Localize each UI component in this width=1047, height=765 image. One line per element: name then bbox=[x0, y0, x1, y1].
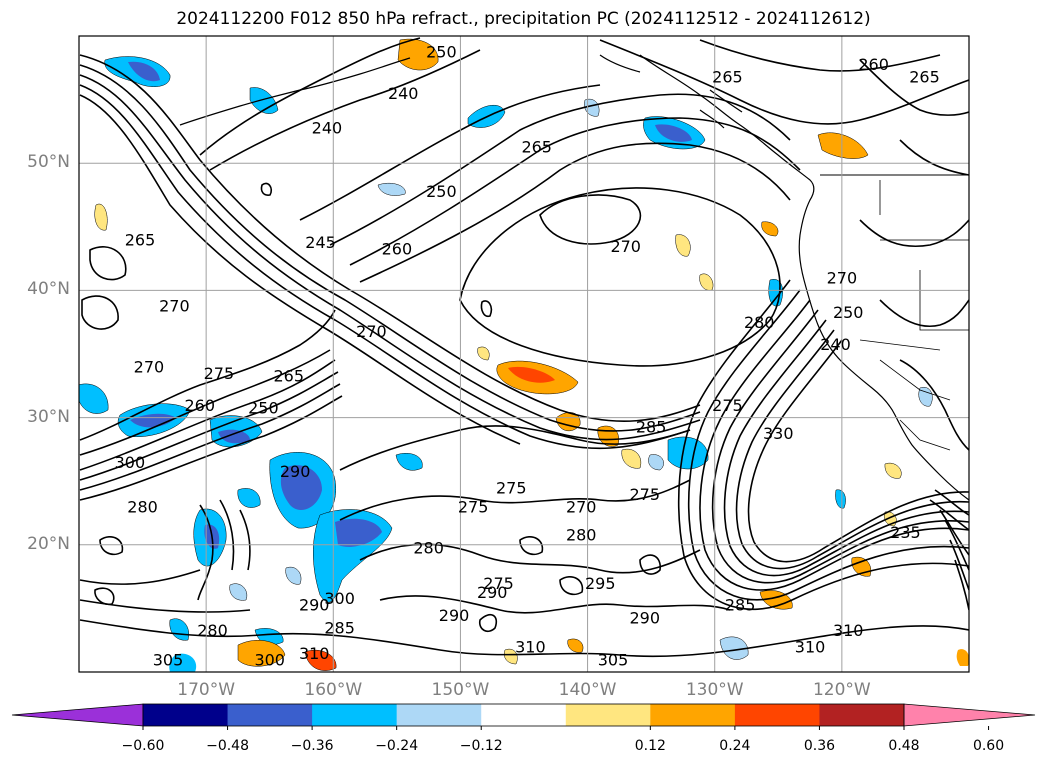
contour-label: 280 bbox=[127, 498, 158, 517]
contour-label: 275 bbox=[630, 485, 661, 504]
contour-label: 250 bbox=[426, 42, 457, 61]
contour-label: 275 bbox=[483, 574, 514, 593]
colorbar-segment bbox=[481, 704, 567, 726]
longitude-label: 160°W bbox=[304, 680, 363, 700]
colorbar-segment bbox=[396, 704, 482, 726]
colorbar-segment bbox=[227, 704, 313, 726]
contour-label: 275 bbox=[458, 498, 489, 517]
latitude-label: 20°N bbox=[27, 533, 70, 554]
contour-label: 270 bbox=[356, 322, 387, 341]
contour-label: 270 bbox=[159, 297, 190, 316]
contour-label: 305 bbox=[598, 650, 629, 669]
contour-label: 270 bbox=[566, 498, 597, 517]
contour-label: 280 bbox=[197, 621, 228, 640]
colorbar-segment bbox=[819, 704, 905, 726]
contour-label: 290 bbox=[299, 596, 330, 615]
contour-label: 305 bbox=[153, 650, 184, 669]
contour-label: 270 bbox=[134, 358, 165, 377]
contour-label: 310 bbox=[299, 644, 330, 663]
colorbar-tick-label: 0.24 bbox=[719, 738, 751, 754]
colorbar-tick-label: 0.60 bbox=[972, 738, 1005, 754]
contour-label: 285 bbox=[636, 418, 667, 437]
colorbar-tick-label: 0.12 bbox=[634, 738, 666, 754]
contour-label: 240 bbox=[388, 84, 419, 103]
colorbar-tick-label: −0.24 bbox=[375, 738, 419, 754]
contour-label: 265 bbox=[521, 138, 552, 157]
coastlines bbox=[179, 54, 969, 501]
colorbar-tick-label: −0.60 bbox=[121, 738, 165, 754]
contour-label: 265 bbox=[274, 367, 305, 386]
longitude-label: 120°W bbox=[812, 680, 871, 700]
precipitation-shading bbox=[79, 38, 969, 672]
contour-label: 250 bbox=[833, 303, 864, 322]
colorbar-tick-label: −0.48 bbox=[206, 738, 249, 754]
colorbar-tick-label: 0.48 bbox=[888, 738, 920, 754]
contour-label: 310 bbox=[833, 621, 864, 640]
contour-label: 285 bbox=[324, 618, 355, 637]
contour-label: 270 bbox=[827, 269, 858, 288]
contour-label: 285 bbox=[725, 596, 756, 615]
contour-label: 280 bbox=[744, 313, 775, 332]
colorbar-tick-label: −0.12 bbox=[459, 738, 503, 754]
longitude-label: 150°W bbox=[431, 680, 490, 700]
latitude-label: 30°N bbox=[27, 406, 70, 427]
contour-label: 235 bbox=[890, 523, 921, 542]
contour-label: 310 bbox=[795, 638, 826, 657]
longitude-label: 130°W bbox=[685, 680, 744, 700]
contour-label: 240 bbox=[312, 119, 343, 138]
contour-labels: 250 240 240 265 260 265 265 250 245 260 270 265 270 2… bbox=[115, 42, 940, 669]
contour-label: 260 bbox=[858, 55, 889, 74]
contour-label: 250 bbox=[426, 182, 457, 201]
contour-label: 270 bbox=[610, 237, 641, 256]
contour-label: 290 bbox=[477, 583, 508, 602]
contour-label: 300 bbox=[115, 453, 146, 472]
contour-label: 265 bbox=[125, 231, 156, 250]
colorbar-segment bbox=[565, 704, 651, 726]
contour-label: 280 bbox=[413, 538, 444, 557]
graticule bbox=[79, 36, 969, 672]
colorbar-segment bbox=[312, 704, 398, 726]
contour-label: 275 bbox=[712, 396, 743, 415]
colorbar-extension-high bbox=[903, 703, 1036, 727]
contour-label: 265 bbox=[909, 68, 940, 87]
contour-label: 240 bbox=[820, 335, 851, 354]
contour-label: 295 bbox=[585, 574, 616, 593]
contour-label: 250 bbox=[248, 398, 279, 417]
contour-label: 275 bbox=[496, 479, 527, 498]
contour-label: 300 bbox=[324, 589, 355, 608]
contour-label: 290 bbox=[439, 606, 470, 625]
contour-label: 265 bbox=[712, 68, 743, 87]
contour-label: 290 bbox=[280, 462, 311, 481]
colorbar-segment bbox=[650, 704, 736, 726]
latitude-label: 50°N bbox=[27, 152, 70, 173]
contour-label: 245 bbox=[305, 233, 336, 252]
colorbar-extension-low bbox=[11, 703, 144, 727]
contour-label: 330 bbox=[763, 424, 794, 443]
map-title: 2024112200 F012 850 hPa refract., precip… bbox=[176, 9, 871, 29]
colorbar-segment bbox=[143, 704, 229, 726]
contour-label: 300 bbox=[254, 650, 285, 669]
contour-label: 290 bbox=[630, 608, 661, 627]
contour-label: 280 bbox=[566, 526, 597, 545]
colorbar bbox=[11, 703, 1036, 730]
colorbar-tick-label: 0.36 bbox=[803, 738, 836, 754]
longitude-label: 170°W bbox=[177, 680, 236, 700]
colorbar-tick-label: −0.36 bbox=[290, 738, 334, 754]
contour-label: 260 bbox=[382, 239, 413, 258]
map-frame bbox=[78, 35, 970, 673]
contour-label: 310 bbox=[515, 638, 546, 657]
colorbar-segment bbox=[734, 704, 820, 726]
latitude-label: 40°N bbox=[27, 279, 70, 300]
longitude-label: 140°W bbox=[558, 680, 617, 700]
contour-label: 275 bbox=[204, 364, 235, 383]
contour-label: 260 bbox=[185, 396, 216, 415]
colorbar-outline bbox=[142, 703, 905, 727]
